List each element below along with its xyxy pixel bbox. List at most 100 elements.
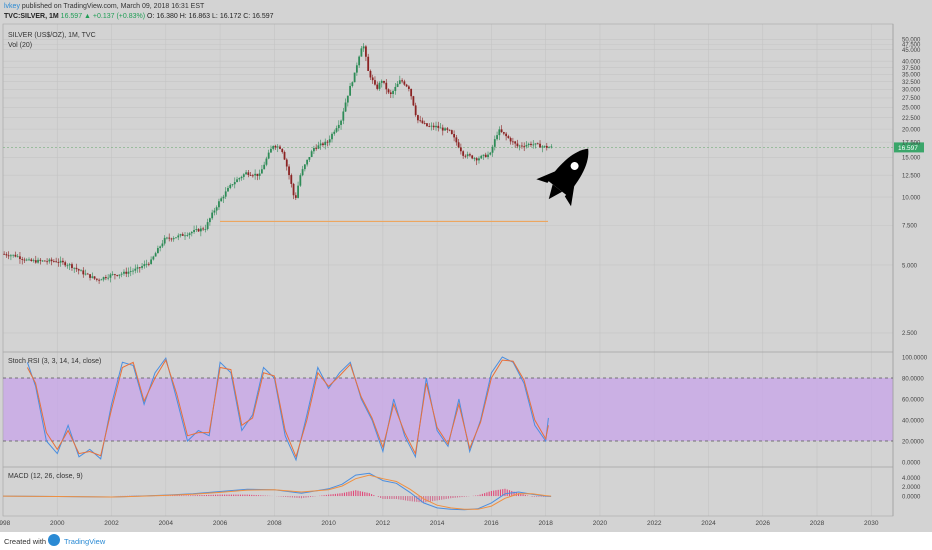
- candle-body: [59, 260, 62, 263]
- candle-body: [525, 145, 528, 147]
- candle-body: [369, 70, 372, 78]
- candle-body: [530, 143, 532, 146]
- ohlc-close: C: 16.597: [243, 13, 274, 20]
- candle-body: [365, 46, 367, 57]
- candle-body: [28, 259, 30, 261]
- time-axis-label: 2012: [376, 520, 391, 527]
- candle-body: [186, 235, 189, 236]
- candle-body: [270, 148, 272, 153]
- candle-body: [263, 164, 266, 170]
- candle-body: [496, 135, 498, 140]
- candle-body: [55, 261, 58, 263]
- candle-body: [394, 86, 397, 91]
- stoch-axis-label: 40.0000: [902, 418, 924, 424]
- candle-body: [177, 235, 180, 238]
- candle-body: [89, 274, 91, 278]
- rocket-icon: [536, 148, 589, 207]
- candle-body: [95, 278, 98, 280]
- candle-body: [403, 81, 406, 85]
- candle-body: [378, 82, 381, 89]
- candle-body: [66, 265, 69, 267]
- stoch-axis-label: 100.0000: [902, 355, 928, 361]
- candle-body: [25, 259, 28, 261]
- candle-body: [199, 228, 202, 232]
- candle-body: [138, 267, 141, 269]
- price-axis-label: 30.000: [902, 88, 921, 94]
- price-axis-label: 22.500: [902, 116, 921, 122]
- candle-body: [197, 229, 200, 232]
- candle-body: [77, 269, 80, 271]
- candle-body: [132, 270, 134, 272]
- candle-body: [39, 259, 42, 261]
- candle-body: [245, 172, 247, 175]
- candle-body: [387, 89, 390, 93]
- candle-body: [344, 102, 347, 112]
- candle-body: [218, 201, 220, 208]
- candle-body: [215, 207, 218, 211]
- price-axis-label: 20.000: [902, 127, 921, 133]
- candle-body: [453, 134, 456, 138]
- candle-body: [306, 159, 309, 165]
- candle-body: [100, 279, 103, 281]
- candle-body: [471, 155, 474, 159]
- candle-body: [303, 164, 306, 170]
- candle-body: [421, 120, 424, 124]
- candle-body: [127, 271, 130, 274]
- candle-body: [385, 82, 388, 90]
- candle-body: [7, 255, 10, 257]
- time-axis-label: 2008: [267, 520, 282, 527]
- candle-body: [507, 136, 510, 139]
- candle-body: [166, 237, 168, 239]
- candle-body: [450, 130, 453, 135]
- candle-body: [109, 274, 112, 278]
- candle-body: [444, 128, 446, 131]
- time-axis-label: 2016: [484, 520, 499, 527]
- macd-axis-label: 0.0000: [902, 494, 921, 500]
- macd-axis-label: 2.0000: [902, 485, 921, 491]
- candle-body: [437, 125, 440, 128]
- candle-body: [265, 158, 268, 165]
- macd-axis-label: 4.0000: [902, 476, 921, 482]
- price-axis-label: 17.500: [902, 141, 921, 147]
- candle-body: [251, 175, 254, 177]
- price-axis-label: 35.000: [902, 73, 921, 79]
- author-link[interactable]: lvkey: [4, 3, 20, 10]
- candle-body: [446, 128, 449, 130]
- candle-body: [32, 260, 35, 262]
- footer-brand[interactable]: TradingView: [64, 537, 106, 546]
- chart-canvas[interactable]: 1998 2000 2002 2004 2006 2008 2010 2012 2014 2016…: [0, 0, 932, 532]
- price-axis-label: 40.000: [902, 60, 921, 66]
- candle-body: [104, 277, 107, 279]
- candle-body: [383, 80, 385, 83]
- candle-body: [168, 237, 171, 239]
- candle-body: [195, 229, 198, 230]
- candle-body: [543, 145, 546, 147]
- candle-body: [380, 80, 383, 83]
- price-axis-label: 15.000: [902, 156, 921, 162]
- candle-body: [213, 210, 216, 213]
- candle-body: [419, 120, 422, 122]
- candle-body: [281, 148, 284, 153]
- footer-text: Created with: [4, 537, 47, 546]
- candle-body: [462, 151, 465, 156]
- candle-body: [324, 141, 327, 146]
- time-axis-label: 2014: [430, 520, 445, 527]
- candle-body: [12, 254, 15, 256]
- price-change: 16.597 ▲ +0.137 (+0.83%): [60, 13, 146, 20]
- candle-body: [475, 158, 478, 161]
- candle-body: [396, 83, 399, 87]
- candle-body: [326, 141, 329, 143]
- candle-body: [374, 80, 376, 85]
- candle-body: [224, 191, 227, 197]
- candle-body: [147, 263, 150, 265]
- candle-body: [57, 262, 60, 263]
- candle-body: [541, 146, 544, 148]
- candle-body: [288, 166, 290, 176]
- candle-body: [313, 147, 315, 152]
- price-axis-label: 10.000: [902, 195, 921, 201]
- candle-body: [548, 147, 550, 149]
- time-axis-label: 2030: [864, 520, 879, 527]
- price-axis-label: 27.500: [902, 96, 921, 102]
- candle-body: [362, 46, 365, 49]
- candle-body: [75, 267, 78, 270]
